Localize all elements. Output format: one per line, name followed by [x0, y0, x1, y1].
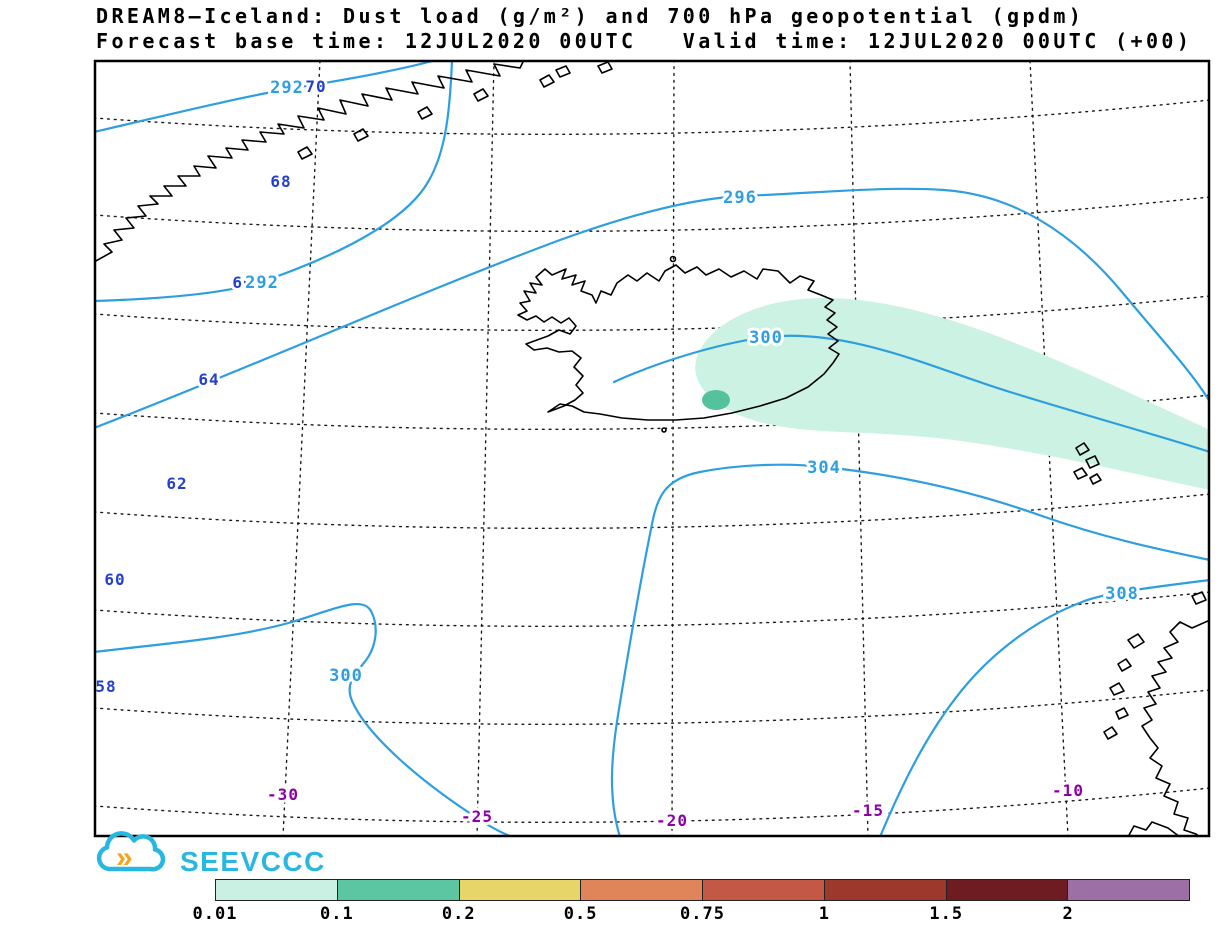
dust-area-medium	[702, 390, 730, 410]
seevccc-logo: » SEEVCCC	[96, 831, 326, 877]
contour-label: 308	[1105, 584, 1139, 604]
colorbar-segment	[216, 880, 338, 900]
colorbar-tick-label: 0.5	[563, 904, 598, 924]
contour-300-southwest	[95, 603, 513, 836]
contour-296	[95, 187, 1209, 429]
iceland-islet-south	[661, 427, 667, 433]
colorbar-labels: 0.01 0.1 0.2 0.5 0.75 1 1.5 2	[193, 901, 1190, 924]
contour-308	[879, 579, 1209, 836]
map-border	[93, 59, 1211, 838]
contour-value-labels: 292 292 296 300 300 304 308	[242, 75, 1141, 689]
colorbar-segment	[1068, 880, 1189, 900]
dust-load-shading	[695, 297, 1209, 490]
colorbar-tick-label: 1	[818, 904, 830, 924]
greenland-coastline	[95, 61, 525, 263]
contour-label: 300	[329, 666, 363, 686]
colorbar-segment	[946, 880, 1069, 900]
logo-cloud-icon	[96, 831, 166, 872]
parallel-58n	[95, 689, 1209, 726]
lat-label: 70	[305, 77, 326, 96]
orkney-islands	[1191, 591, 1207, 605]
colorbar-tick-label: 0.01	[192, 904, 238, 924]
meridian-25w	[476, 61, 495, 836]
lat-label: 66	[232, 273, 253, 292]
faroe-islands	[1073, 442, 1102, 485]
coastlines	[95, 61, 1209, 836]
iceland-islet-north	[669, 255, 677, 263]
contour-label: 292	[270, 78, 304, 98]
contour-label: 296	[723, 188, 757, 208]
meridian-30w	[282, 61, 321, 836]
lat-label: 60	[104, 570, 125, 589]
colorbar-segment	[703, 880, 825, 900]
contour-label: 300	[749, 328, 783, 348]
chart-subtitle-times: Forecast base time: 12JUL2020 00UTC Vali…	[96, 29, 1193, 53]
colorbar	[215, 879, 1190, 901]
greenland-islands	[297, 61, 613, 160]
lon-label: -15	[852, 801, 884, 820]
lat-label: 64	[198, 370, 219, 389]
meridian-20w	[671, 61, 675, 836]
colorbar-tick-label: 2	[1062, 904, 1074, 924]
scotland-coastline	[1141, 619, 1209, 836]
dust-area-light	[695, 297, 1209, 490]
parallel-56n	[95, 787, 1209, 824]
colorbar-tick-label: 0.2	[441, 904, 476, 924]
contour-292-west	[95, 61, 454, 303]
scotland-bottom-coast	[1127, 821, 1180, 836]
logo-chevrons-icon: »	[116, 841, 133, 874]
lon-label: -30	[267, 785, 299, 804]
parallel-60n	[95, 591, 1209, 628]
lon-label: -10	[1052, 781, 1084, 800]
contour-label: 304	[807, 458, 841, 478]
dust-load-colorbar: 0.01 0.1 0.2 0.5 0.75 1 1.5 2	[193, 879, 1190, 924]
colorbar-segment	[824, 880, 947, 900]
parallel-68n	[95, 196, 1209, 233]
colorbar-tick-label: 1.5	[929, 904, 964, 924]
contour-304	[610, 463, 1209, 836]
contour-label: 292	[245, 273, 279, 293]
lat-label: 68	[270, 172, 291, 191]
colorbar-segment	[337, 880, 460, 900]
chart-title: DREAM8—Iceland: Dust load (g/m²) and 700…	[96, 4, 1085, 28]
logo-wordmark: SEEVCCC	[180, 846, 326, 877]
longitude-labels: -30 -25 -20 -15 -10	[264, 778, 1086, 833]
map-content: 70 68 66 64 62 60 58 -30 -25 -20 -15 -10…	[95, 61, 1209, 836]
lat-label: 62	[166, 474, 187, 493]
contour-300-east	[612, 334, 1209, 453]
colorbar-tick-label: 0.1	[320, 904, 354, 924]
meridian-15w	[849, 61, 869, 836]
colorbar-segment	[459, 880, 582, 900]
lon-label: -25	[461, 807, 493, 826]
contour-292-northwest	[95, 61, 437, 133]
geopotential-contours	[95, 61, 1209, 836]
lat-label: 58	[95, 677, 116, 696]
graticule	[95, 61, 1209, 836]
parallel-66n	[95, 295, 1209, 332]
iceland-coastline	[517, 264, 840, 421]
parallel-70n	[95, 99, 1209, 136]
hebrides-islands	[1103, 633, 1145, 740]
lon-label: -20	[656, 811, 688, 830]
colorbar-segment	[581, 880, 703, 900]
colorbar-tick-label: 0.75	[680, 904, 725, 924]
latitude-labels: 70 68 66 64 62 60 58	[95, 74, 329, 699]
